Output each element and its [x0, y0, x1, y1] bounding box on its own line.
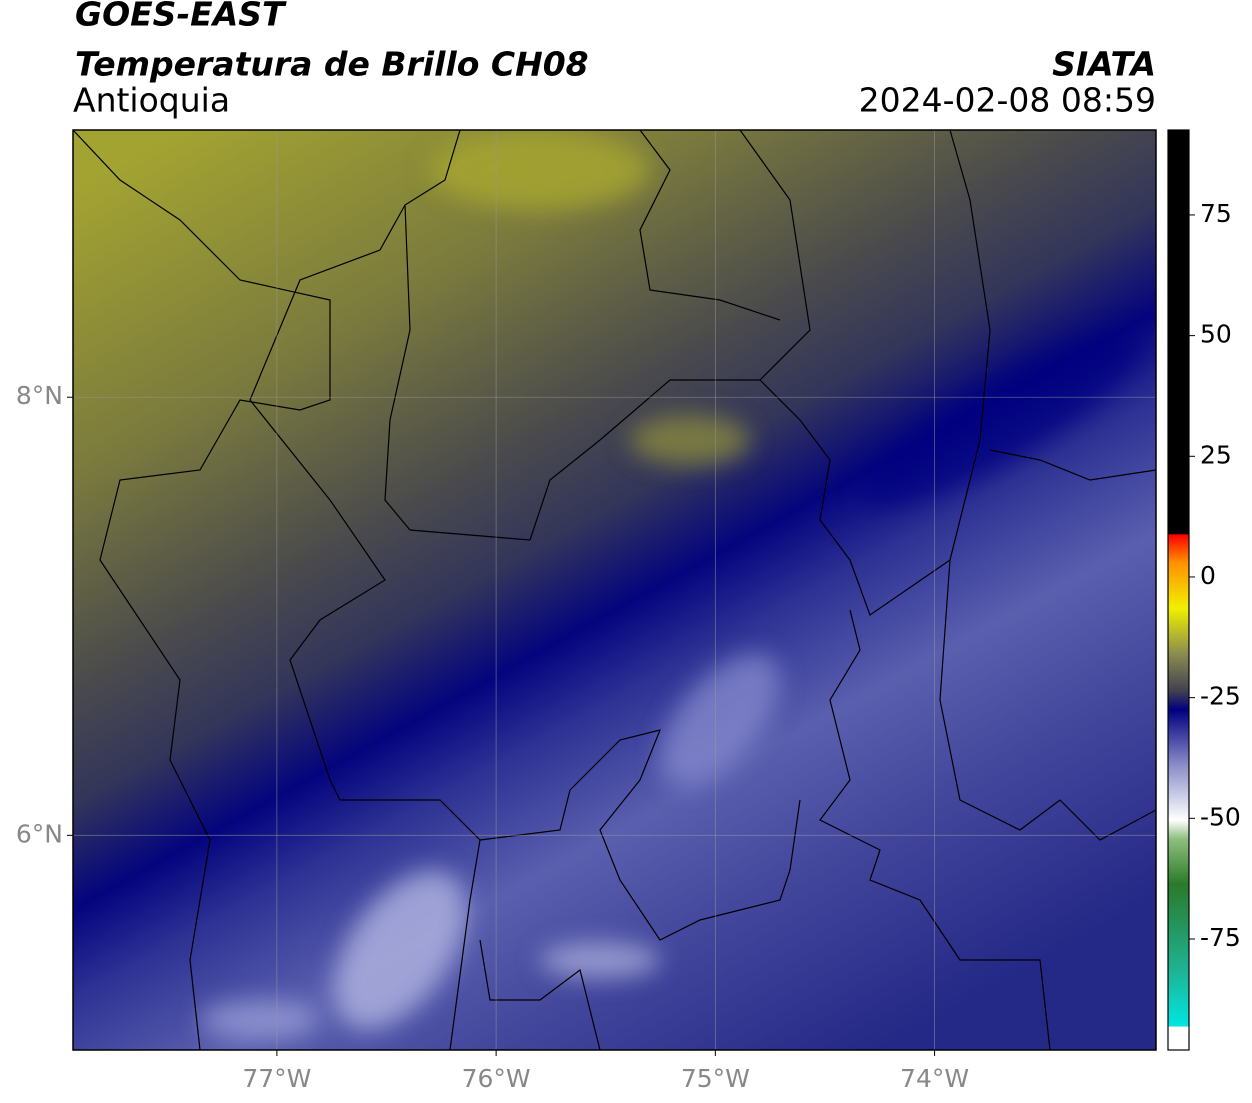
- map-frame: [72, 129, 1157, 1051]
- colorbar-tick-label: 0: [1200, 561, 1216, 590]
- colorbar-tick-label: 75: [1200, 199, 1232, 228]
- borders: [73, 130, 1156, 1050]
- colorbar-tick-label: 25: [1200, 440, 1232, 469]
- colorbar-tick-label: -75: [1200, 923, 1241, 952]
- colorbar-tick-label: -50: [1200, 802, 1241, 831]
- satellite-image: [73, 130, 1156, 1050]
- x-tick-label: 74°W: [900, 1064, 969, 1093]
- colorbar: [1167, 129, 1190, 1051]
- timestamp: 2024-02-08 08:59: [859, 81, 1156, 120]
- y-tick-label: 8°N: [16, 381, 63, 410]
- region-label: Antioquia: [73, 81, 230, 120]
- x-tick-label: 76°W: [462, 1064, 531, 1093]
- brightness-field: [73, 130, 1156, 1050]
- satellite-title: GOES-EAST: [75, 0, 287, 34]
- source-label: SIATA: [1052, 45, 1156, 84]
- y-tick-label: 6°N: [16, 819, 63, 848]
- x-tick-label: 75°W: [681, 1064, 750, 1093]
- colorbar-tick-label: -25: [1200, 682, 1241, 711]
- colorbar-tick-label: 50: [1200, 320, 1232, 349]
- cloud-features: [200, 130, 1140, 1040]
- graticule: [73, 130, 1156, 1050]
- x-tick-label: 77°W: [242, 1064, 311, 1093]
- product-title: Temperatura de Brillo CH08: [75, 45, 589, 84]
